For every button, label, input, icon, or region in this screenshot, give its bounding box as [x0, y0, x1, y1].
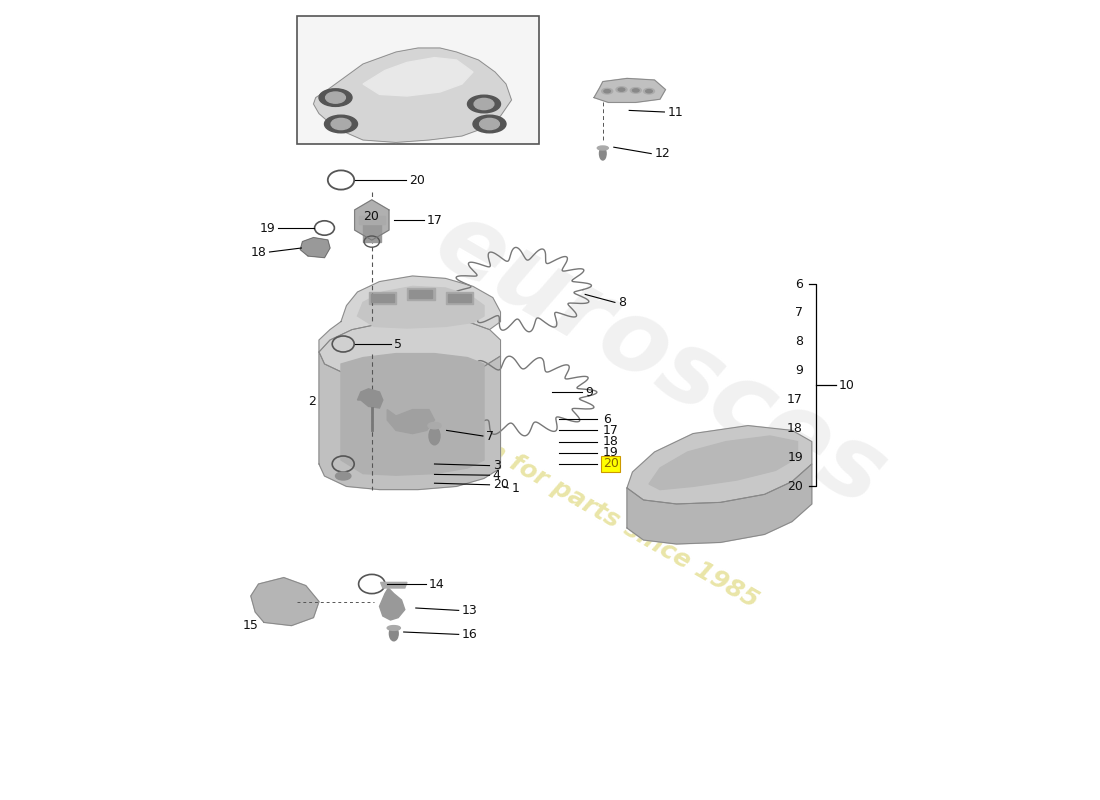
- Ellipse shape: [473, 115, 506, 133]
- Text: 17: 17: [788, 393, 803, 406]
- Ellipse shape: [630, 87, 641, 93]
- Text: eurosces: eurosces: [418, 192, 902, 528]
- Ellipse shape: [646, 90, 652, 93]
- Ellipse shape: [597, 146, 608, 150]
- Ellipse shape: [389, 626, 398, 641]
- Polygon shape: [594, 78, 666, 102]
- Text: 6: 6: [603, 413, 611, 426]
- Ellipse shape: [319, 89, 352, 106]
- Text: 18: 18: [251, 246, 266, 258]
- Ellipse shape: [480, 118, 499, 130]
- Ellipse shape: [336, 472, 351, 480]
- Text: 7: 7: [486, 430, 494, 442]
- Text: 20: 20: [363, 210, 378, 222]
- Text: 19: 19: [788, 451, 803, 464]
- Text: 10: 10: [838, 378, 854, 392]
- Polygon shape: [319, 352, 500, 490]
- Text: 9: 9: [585, 386, 593, 398]
- Polygon shape: [358, 286, 484, 328]
- Ellipse shape: [604, 90, 611, 93]
- Polygon shape: [251, 578, 319, 626]
- Ellipse shape: [468, 95, 500, 113]
- Polygon shape: [387, 410, 434, 434]
- Bar: [448, 294, 471, 302]
- Ellipse shape: [429, 427, 440, 445]
- Text: 3: 3: [493, 459, 500, 472]
- Bar: [446, 292, 473, 304]
- Polygon shape: [300, 238, 330, 258]
- Text: 4: 4: [493, 469, 500, 482]
- Text: 13: 13: [462, 604, 477, 617]
- Text: 17: 17: [427, 214, 442, 226]
- Text: 20: 20: [603, 458, 618, 470]
- Text: 20: 20: [788, 480, 803, 493]
- Text: 18: 18: [788, 422, 803, 435]
- Ellipse shape: [387, 626, 400, 630]
- Text: 9: 9: [795, 364, 803, 378]
- Bar: [368, 292, 396, 304]
- Polygon shape: [363, 58, 473, 96]
- Text: 17: 17: [603, 424, 618, 437]
- Polygon shape: [319, 318, 500, 378]
- Bar: [297, 16, 539, 144]
- Bar: [363, 222, 381, 242]
- Ellipse shape: [474, 98, 494, 110]
- Text: 8: 8: [795, 335, 803, 348]
- Text: 7: 7: [795, 306, 803, 319]
- Polygon shape: [314, 48, 512, 142]
- Ellipse shape: [618, 88, 625, 91]
- Ellipse shape: [326, 92, 345, 103]
- Polygon shape: [627, 464, 812, 544]
- Polygon shape: [358, 389, 383, 408]
- Text: 11: 11: [668, 106, 683, 118]
- Text: 6: 6: [795, 278, 803, 290]
- Text: 8: 8: [618, 296, 626, 309]
- Text: 2: 2: [308, 395, 316, 408]
- Text: a passion for parts since 1985: a passion for parts since 1985: [382, 379, 762, 613]
- Polygon shape: [319, 276, 500, 352]
- Text: 15: 15: [243, 619, 258, 632]
- Text: 16: 16: [462, 628, 477, 641]
- Polygon shape: [379, 588, 405, 620]
- Ellipse shape: [602, 89, 613, 94]
- Text: 20: 20: [409, 174, 425, 186]
- Text: 14: 14: [429, 578, 444, 590]
- Text: 20: 20: [493, 478, 508, 491]
- Text: 12: 12: [654, 147, 670, 160]
- Ellipse shape: [324, 115, 358, 133]
- Bar: [359, 216, 385, 224]
- Ellipse shape: [600, 147, 606, 160]
- Text: 5: 5: [394, 338, 402, 350]
- Polygon shape: [649, 436, 798, 490]
- Bar: [409, 290, 432, 298]
- Ellipse shape: [632, 89, 639, 92]
- Ellipse shape: [616, 87, 627, 92]
- Text: 19: 19: [260, 222, 275, 234]
- Polygon shape: [627, 426, 812, 504]
- Ellipse shape: [644, 89, 654, 94]
- Bar: [371, 294, 394, 302]
- Text: 1: 1: [512, 482, 519, 494]
- Polygon shape: [381, 582, 407, 588]
- Ellipse shape: [428, 422, 441, 429]
- Text: 19: 19: [603, 446, 618, 459]
- Text: 18: 18: [603, 435, 618, 448]
- Ellipse shape: [331, 118, 351, 130]
- Polygon shape: [341, 354, 484, 475]
- Polygon shape: [354, 200, 389, 240]
- Bar: [407, 288, 434, 300]
